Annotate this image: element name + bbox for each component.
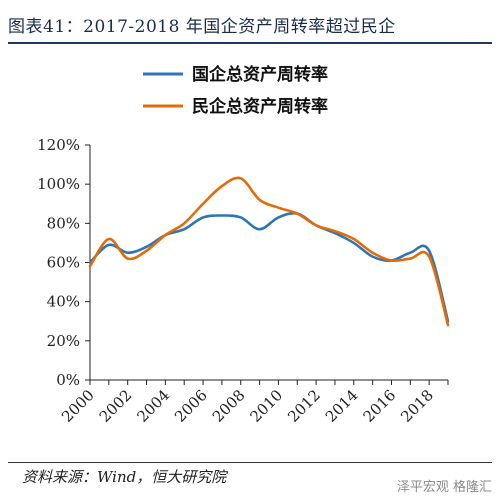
series-layer [88, 176, 450, 327]
y-tick-label: 20% [47, 332, 80, 350]
x-tick-label: 2018 [397, 386, 437, 426]
x-tick-label: 2000 [58, 386, 98, 426]
x-tick-label: 2004 [133, 386, 173, 426]
y-tick-label: 100% [37, 175, 80, 193]
chart-title: 图表41：2017-2018 年国企资产周转率超过民企 [8, 17, 396, 37]
y-tick-label: 40% [47, 293, 80, 311]
watermark: 泽平宏观 格隆汇 [396, 480, 492, 495]
footer-divider [8, 462, 492, 463]
series-line-2 [88, 176, 450, 327]
y-tick-label: 0% [56, 371, 80, 389]
series-line-1 [88, 211, 450, 323]
x-tick-label: 2002 [96, 386, 136, 426]
x-tick-label: 2010 [247, 386, 287, 426]
legend-label-2: 民企总资产周转率 [192, 96, 328, 117]
x-tick-label: 2008 [209, 386, 249, 426]
x-tick-label: 2012 [284, 386, 324, 426]
legend-label-1: 国企总资产周转率 [192, 64, 328, 85]
x-tick-label: 2014 [322, 386, 362, 426]
x-tick-label: 2016 [360, 386, 400, 426]
source-note: 资料来源：Wind，恒大研究院 [22, 468, 227, 486]
y-tick-label: 120% [37, 136, 80, 154]
title-divider [8, 42, 492, 44]
y-tick-label: 80% [47, 214, 80, 232]
y-tick-label: 60% [47, 254, 80, 272]
x-tick-label: 2006 [171, 386, 211, 426]
